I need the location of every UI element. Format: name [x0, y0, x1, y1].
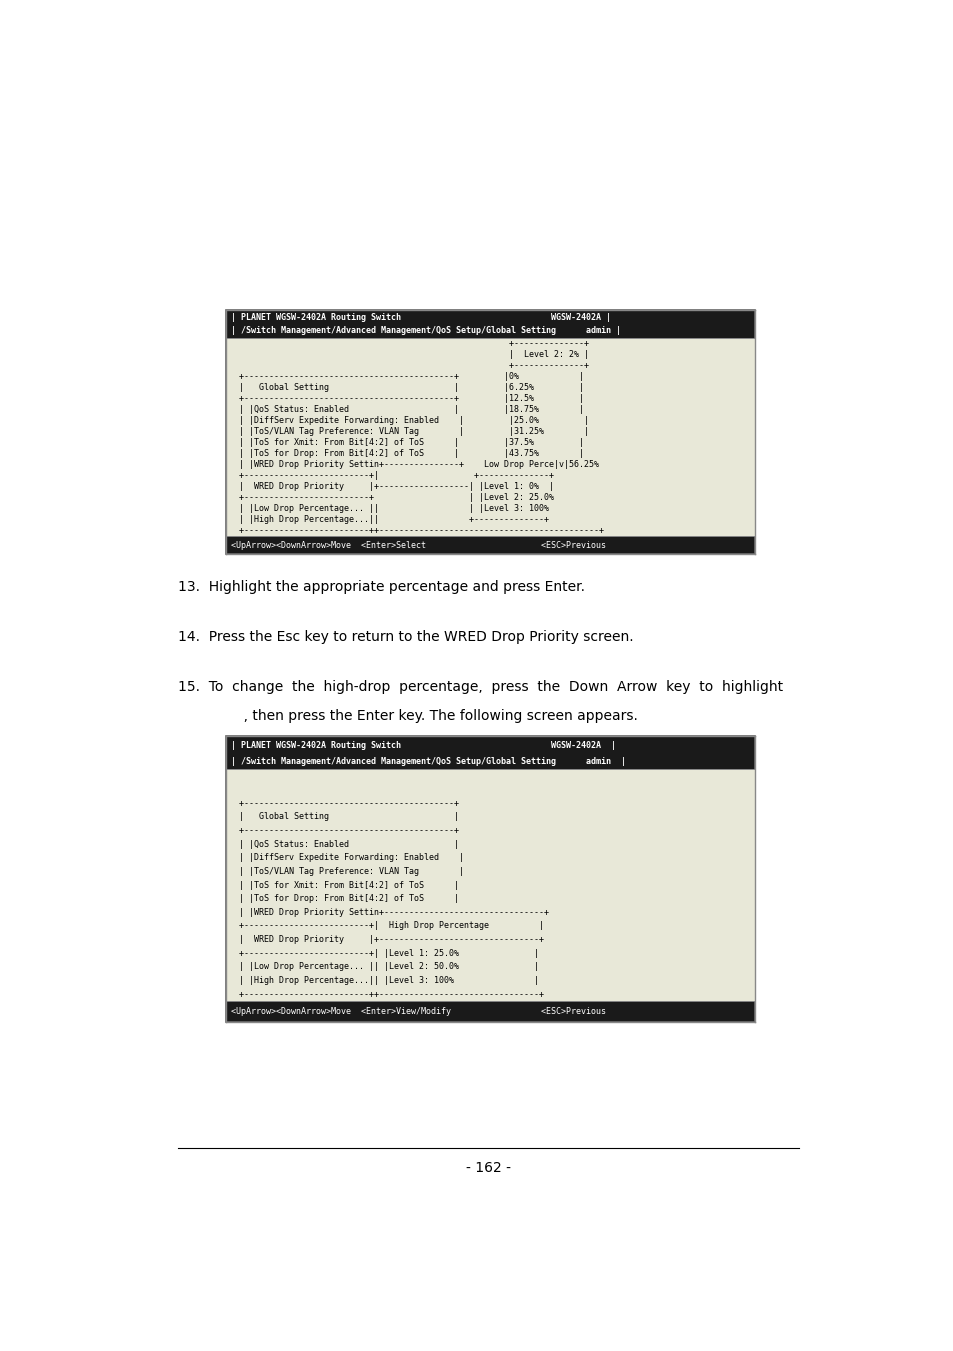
Text: | |ToS for Drop: From Bit[4:2] of ToS      |         |43.75%        |: | |ToS for Drop: From Bit[4:2] of ToS | …: [229, 449, 584, 458]
Text: +------------------------------------------+         |12.5%         |: +---------------------------------------…: [229, 394, 584, 403]
Text: +-------------------------+|                   +--------------+: +-------------------------+| +----------…: [229, 471, 589, 480]
Text: +--------------+: +--------------+: [229, 339, 589, 349]
Text: |  WRED Drop Priority     |+--------------------------------+: | WRED Drop Priority |+-----------------…: [229, 935, 544, 944]
Text: | |ToS/VLAN Tag Preference: VLAN Tag        |: | |ToS/VLAN Tag Preference: VLAN Tag |: [229, 867, 464, 875]
Text: |  WRED Drop Priority     |+------------------| |Level 1: 0%  |: | WRED Drop Priority |+-----------------…: [229, 482, 584, 490]
Text: | |DiffServ Expedite Forwarding: Enabled    |         |25.0%         |: | |DiffServ Expedite Forwarding: Enabled…: [229, 416, 589, 426]
Text: | |ToS for Xmit: From Bit[4:2] of ToS      |: | |ToS for Xmit: From Bit[4:2] of ToS |: [229, 881, 459, 889]
FancyBboxPatch shape: [226, 736, 755, 1023]
FancyBboxPatch shape: [226, 769, 755, 1001]
Text: | PLANET WGSW-2402A Routing Switch                              WGSW-2402A |: | PLANET WGSW-2402A Routing Switch WGSW-…: [231, 313, 610, 322]
Text: | /Switch Management/Advanced Management/QoS Setup/Global Setting      admin  |: | /Switch Management/Advanced Management…: [231, 757, 625, 766]
Text: +-------------------------++--------------------------------+: +-------------------------++------------…: [229, 990, 544, 998]
FancyBboxPatch shape: [226, 338, 755, 536]
Text: - 162 -: - 162 -: [466, 1161, 511, 1175]
Text: 13.  Highlight the appropriate percentage and press Enter.: 13. Highlight the appropriate percentage…: [178, 581, 585, 594]
Text: |   Global Setting                         |: | Global Setting |: [229, 812, 459, 821]
Text: | |DiffServ Expedite Forwarding: Enabled    |: | |DiffServ Expedite Forwarding: Enabled…: [229, 854, 464, 862]
Text: +--------------+: +--------------+: [229, 361, 589, 370]
FancyBboxPatch shape: [226, 309, 755, 554]
Text: +------------------------------------------+         |0%            |: +---------------------------------------…: [229, 372, 584, 381]
Text: | |High Drop Percentage...|| |Level 3: 100%                |: | |High Drop Percentage...|| |Level 3: 1…: [229, 975, 538, 985]
Text: | |WRED Drop Priority Settin+---------------+    Low Drop Perce|v|56.25%: | |WRED Drop Priority Settin+-----------…: [229, 459, 598, 469]
Text: +------------------------------------------+: +---------------------------------------…: [229, 798, 459, 808]
Text: |   Global Setting                         |         |6.25%         |: | Global Setting | |6.25% |: [229, 382, 584, 392]
Text: +-------------------------++--------------------------------------------+: +-------------------------++------------…: [229, 526, 604, 535]
Text: +-------------------------+| |Level 1: 25.0%               |: +-------------------------+| |Level 1: 2…: [229, 948, 538, 958]
Text: | |ToS for Xmit: From Bit[4:2] of ToS      |         |37.5%         |: | |ToS for Xmit: From Bit[4:2] of ToS | …: [229, 438, 584, 447]
Text: | |QoS Status: Enabled                     |: | |QoS Status: Enabled |: [229, 840, 459, 848]
Text: <UpArrow><DownArrow>Move  <Enter>Select                       <ESC>Previous: <UpArrow><DownArrow>Move <Enter>Select <…: [231, 540, 605, 550]
Text: , then press the Enter key. The following screen appears.: , then press the Enter key. The followin…: [178, 709, 638, 723]
Text: | PLANET WGSW-2402A Routing Switch                              WGSW-2402A  |: | PLANET WGSW-2402A Routing Switch WGSW-…: [231, 742, 616, 750]
Text: | |ToS/VLAN Tag Preference: VLAN Tag        |         |31.25%        |: | |ToS/VLAN Tag Preference: VLAN Tag | |…: [229, 427, 589, 436]
Text: | |ToS for Drop: From Bit[4:2] of ToS      |: | |ToS for Drop: From Bit[4:2] of ToS |: [229, 894, 459, 904]
Text: |  Level 2: 2% |: | Level 2: 2% |: [229, 350, 589, 359]
Text: | |High Drop Percentage...||                  +--------------+: | |High Drop Percentage...|| +----------…: [229, 515, 589, 524]
Text: | |QoS Status: Enabled                     |         |18.75%        |: | |QoS Status: Enabled | |18.75% |: [229, 405, 584, 413]
Text: | |WRED Drop Priority Settin+--------------------------------+: | |WRED Drop Priority Settin+-----------…: [229, 908, 549, 917]
Text: | /Switch Management/Advanced Management/QoS Setup/Global Setting      admin |: | /Switch Management/Advanced Management…: [231, 327, 620, 335]
Text: | |Low Drop Percentage... ||                  | |Level 3: 100%: | |Low Drop Percentage... || | |Level 3:…: [229, 504, 584, 513]
Text: +-------------------------+|  High Drop Percentage          |: +-------------------------+| High Drop P…: [229, 921, 544, 931]
Text: +------------------------------------------+: +---------------------------------------…: [229, 825, 459, 835]
Text: +-------------------------+                   | |Level 2: 25.0%: +-------------------------+ | |Level 2: …: [229, 493, 584, 503]
Text: <UpArrow><DownArrow>Move  <Enter>View/Modify                  <ESC>Previous: <UpArrow><DownArrow>Move <Enter>View/Mod…: [231, 1008, 605, 1016]
Text: | |Low Drop Percentage... || |Level 2: 50.0%               |: | |Low Drop Percentage... || |Level 2: 5…: [229, 962, 538, 971]
Text: 14.  Press the Esc key to return to the WRED Drop Priority screen.: 14. Press the Esc key to return to the W…: [178, 630, 634, 644]
Text: 15.  To  change  the  high-drop  percentage,  press  the  Down  Arrow  key  to  : 15. To change the high-drop percentage, …: [178, 680, 782, 694]
